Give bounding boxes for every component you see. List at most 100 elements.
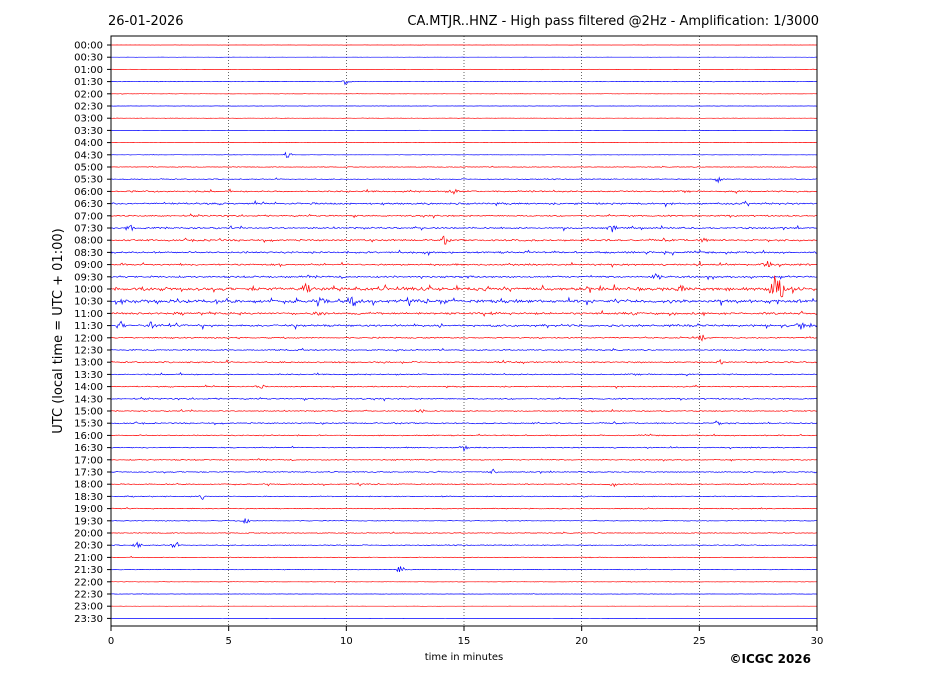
y-tick-label: 08:00 (74, 236, 103, 247)
trace-1330 (110, 371, 818, 377)
trace-1930 (110, 518, 817, 524)
y-tick-label: 19:30 (74, 516, 103, 527)
trace-1630 (110, 445, 818, 453)
y-tick-label: 22:30 (74, 590, 103, 601)
copyright: ©ICGC 2026 (729, 652, 811, 666)
y-tick-label: 21:00 (74, 553, 103, 564)
y-tick-label: 18:30 (74, 492, 103, 503)
y-tick-label: 06:30 (74, 199, 103, 210)
trace-2230 (110, 593, 818, 595)
y-axis-label: UTC (local time = UTC + 01:00) (51, 228, 66, 433)
trace-0430 (111, 151, 818, 158)
x-tick-label: 10 (340, 636, 353, 647)
trace-1900 (110, 507, 818, 510)
x-axis-label: time in minutes (425, 652, 504, 663)
y-tick-label: 23:30 (74, 614, 103, 625)
trace-0130 (110, 80, 818, 86)
trace-1200 (110, 334, 818, 342)
y-tick-label: 21:30 (74, 565, 103, 576)
trace-1300 (110, 358, 818, 365)
y-tick-label: 02:30 (74, 102, 103, 113)
trace-0100 (110, 68, 818, 71)
trace-1500 (110, 408, 818, 413)
trace-0700 (110, 213, 817, 219)
header-date: 26-01-2026 (108, 14, 184, 29)
y-tick-label: 02:00 (74, 89, 103, 100)
y-tick-label: 04:30 (74, 150, 103, 161)
y-tick-label: 09:30 (74, 272, 103, 283)
y-tick-label: 10:00 (74, 285, 103, 296)
trace-1800 (110, 482, 818, 488)
trace-0900 (110, 260, 818, 268)
y-tick-label: 04:00 (74, 138, 103, 149)
y-tick-label: 05:30 (74, 175, 103, 186)
y-tick-label: 17:00 (74, 455, 103, 466)
y-tick-label: 09:00 (74, 260, 103, 271)
y-tick-label: 00:00 (74, 41, 103, 52)
y-tick-label: 08:30 (74, 248, 103, 259)
traces-layer (110, 44, 818, 619)
x-tick-label: 0 (108, 636, 114, 647)
plot-frame (110, 35, 818, 627)
x-tick-label: 30 (811, 636, 824, 647)
trace-2100 (110, 555, 818, 559)
chart-title: CA.MTJR..HNZ - High pass filtered @2Hz -… (407, 14, 819, 29)
x-tick-label: 20 (575, 636, 588, 647)
trace-1430 (110, 396, 818, 402)
y-tick-label: 01:00 (74, 65, 103, 76)
vertical-grid (228, 36, 700, 626)
y-tick-label: 13:30 (74, 370, 103, 381)
trace-2200 (110, 581, 817, 583)
trace-0600 (111, 188, 818, 195)
trace-1230 (110, 347, 818, 352)
y-tick-label: 22:00 (74, 577, 103, 588)
y-tick-label: 07:00 (74, 211, 103, 222)
y-tick-label: 16:30 (74, 443, 103, 454)
trace-1130 (110, 320, 818, 331)
y-tick-label: 14:30 (74, 394, 103, 405)
y-tick-label: 05:00 (74, 163, 103, 174)
trace-0830 (110, 249, 818, 257)
y-tick-label: 14:00 (74, 382, 103, 393)
y-tick-label: 10:30 (74, 297, 103, 308)
x-tick-label: 5 (225, 636, 231, 647)
y-tick-label: 01:30 (74, 77, 103, 88)
trace-2000 (110, 531, 818, 534)
y-tick-label: 03:00 (74, 114, 103, 125)
y-tick-label: 07:30 (74, 224, 103, 235)
trace-1000 (110, 275, 818, 298)
trace-0800 (110, 235, 818, 245)
y-tick-label: 11:00 (74, 309, 103, 320)
trace-2130 (111, 566, 818, 573)
x-tick-label: 25 (693, 636, 706, 647)
y-tick-label: 03:30 (74, 126, 103, 137)
y-tick-label: 20:30 (74, 541, 103, 552)
trace-0500 (111, 165, 818, 168)
x-tick-labels: 0 5 10 15 20 25 30 (108, 626, 824, 647)
y-tick-label: 00:30 (74, 53, 103, 64)
y-tick-label: 19:00 (74, 504, 103, 515)
y-tick-label: 16:00 (74, 431, 103, 442)
trace-1400 (110, 384, 818, 390)
y-tick-label: 12:00 (74, 333, 103, 344)
y-tick-label: 13:00 (74, 358, 103, 369)
trace-0200 (111, 93, 818, 95)
trace-1530 (110, 420, 818, 426)
trace-1830 (111, 495, 818, 501)
y-tick-label: 06:00 (74, 187, 103, 198)
trace-0930 (110, 273, 818, 281)
trace-0230 (110, 105, 818, 107)
trace-0630 (110, 199, 818, 208)
y-tick-label: 11:30 (74, 321, 103, 332)
y-tick-label: 23:00 (74, 602, 103, 613)
y-tick-label: 15:00 (74, 407, 103, 418)
trace-2030 (110, 541, 818, 549)
trace-1030 (110, 296, 818, 307)
x-tick-label: 15 (458, 636, 471, 647)
trace-0730 (110, 224, 818, 233)
trace-1700 (110, 458, 818, 462)
y-tick-label: 15:30 (74, 419, 103, 430)
trace-1600 (110, 433, 818, 437)
y-tick-label: 17:30 (74, 468, 103, 479)
